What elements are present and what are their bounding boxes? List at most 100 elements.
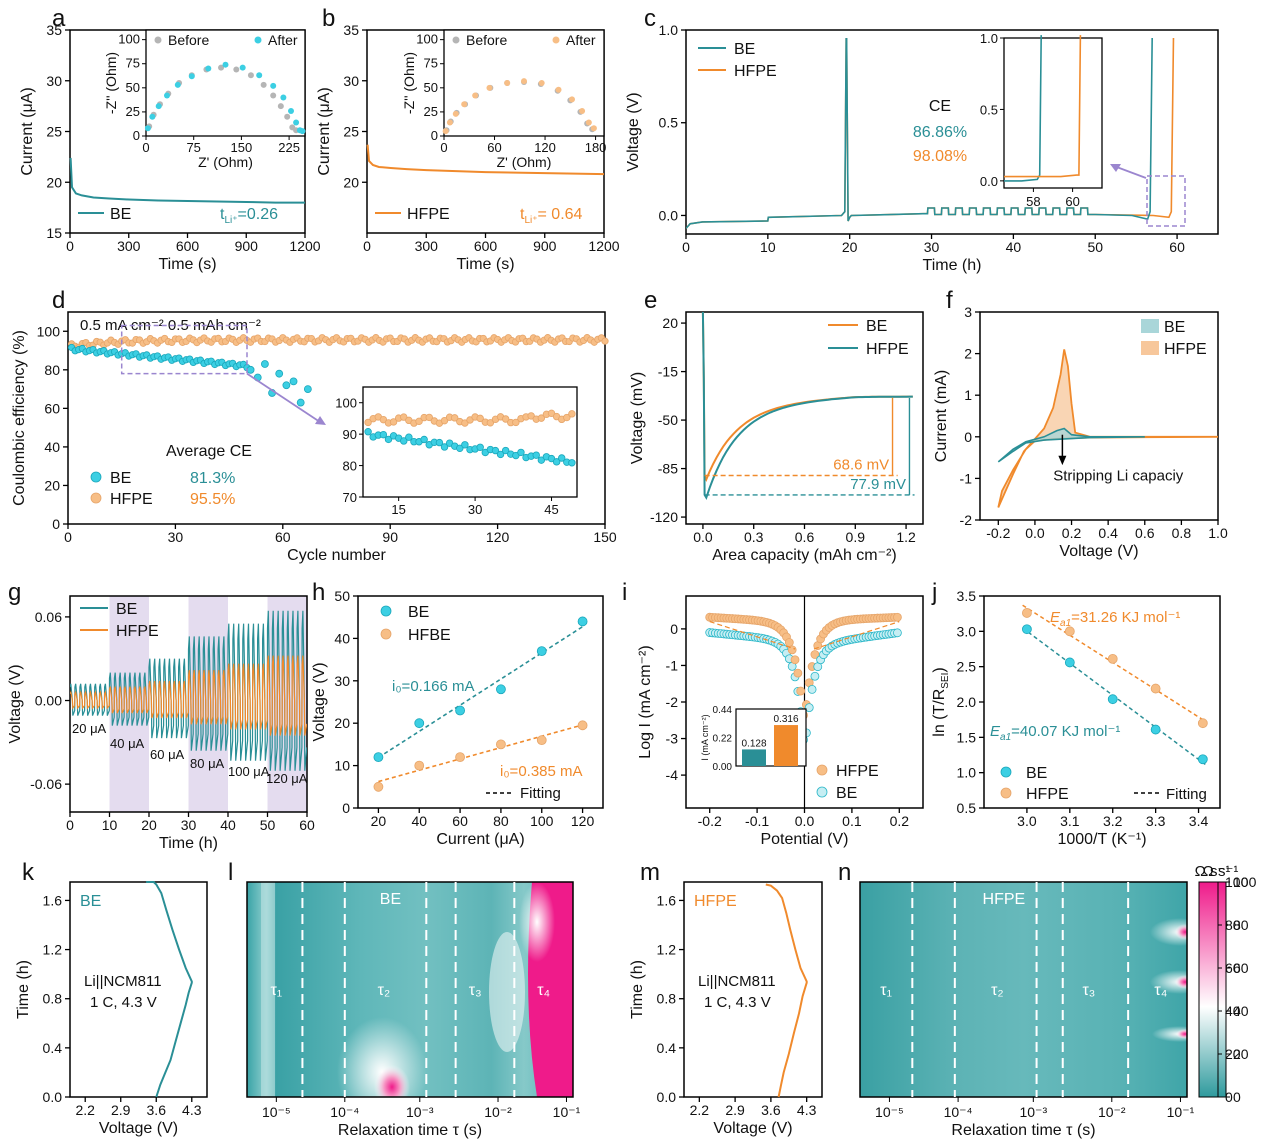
y-tick-label: 0.0 (657, 1089, 677, 1105)
x-tick-label: 20 (141, 817, 157, 833)
be-data-point (1197, 754, 1208, 765)
tau-region-label: τ₃ (1082, 982, 1095, 999)
plot-frame (979, 311, 1219, 521)
after-point (461, 101, 468, 108)
panel-letter: m (640, 859, 660, 886)
hfpe-tafel-point (810, 650, 820, 659)
y-tick-label: 0.5 (659, 115, 679, 131)
y-axis-label: Voltage (V) (625, 92, 642, 171)
x-tick-label: 150 (593, 529, 617, 545)
y-tick-label: 50 (126, 80, 140, 95)
x-tick-label: 3.6 (147, 1102, 167, 1118)
legend-label: HFPE (734, 63, 777, 80)
after-point (585, 119, 592, 126)
inset-hfpe-point (527, 412, 535, 420)
colorbar-tick-label: 20 (1225, 1046, 1241, 1062)
after-point (174, 81, 181, 88)
legend-label: BE (110, 470, 131, 487)
inset-be-point (364, 428, 372, 436)
y-tick-label: 25 (126, 104, 140, 119)
heat-highlight (519, 882, 555, 962)
tafel-fit (813, 621, 900, 650)
x-tick-label: 100 (530, 813, 554, 829)
y-tick-label: 20 (46, 174, 62, 190)
y-tick-label: -2 (960, 512, 973, 528)
heat-hotspot (1175, 975, 1187, 989)
x-tick-label: 10 (760, 239, 776, 255)
y-tick-label: -120 (650, 509, 678, 525)
tau-region-label: τ₂ (378, 982, 391, 999)
colorbar-tick-label: 0 (1233, 1089, 1241, 1105)
inset-hfpe-point (389, 418, 398, 426)
x-tick-label: 3.0 (1017, 813, 1037, 829)
hfbe-data-point (455, 752, 465, 763)
x-tick-label: -0.1 (745, 813, 769, 829)
be-ce-point (282, 381, 291, 390)
y-tick-label: 20 (662, 315, 678, 331)
ce-value-hfpe: 98.08% (913, 148, 967, 165)
legend-swatch (1141, 341, 1159, 355)
hfbe-data-point (373, 781, 384, 792)
y-axis-label: Coulombic efficiency (%) (11, 330, 28, 506)
arrhenius-fit (1022, 604, 1208, 724)
deposition-curve (701, 311, 913, 501)
inset-hfpe-point (501, 415, 510, 423)
y-tick-label: 50 (334, 588, 350, 604)
inset-hfpe-point (451, 414, 459, 422)
panel-letter: j (931, 579, 937, 606)
x-axis-label: Voltage (V) (1059, 543, 1138, 560)
legend-marker (154, 36, 162, 44)
after-point (155, 103, 162, 110)
y-tick-label: 1.2 (657, 942, 677, 958)
x-axis-label: Time (h) (923, 257, 982, 274)
inset-hfpe-point (425, 413, 433, 422)
panel-letter: l (228, 859, 233, 886)
hfpe-data-point (1022, 608, 1032, 618)
legend-title: Average CE (166, 443, 252, 460)
heat-hotspot (374, 1065, 410, 1097)
x-tick-label: 10⁻³ (1019, 1104, 1047, 1120)
annotation-arrowhead (1058, 455, 1067, 466)
zoom-region (120, 324, 248, 375)
tau-region-label: τ₂ (991, 982, 1004, 999)
hfpe-tafel-point (793, 668, 803, 678)
x-tick-label: 0.6 (1135, 525, 1155, 541)
y-tick-label: 100 (37, 323, 61, 339)
y-tick-label: 1.0 (980, 31, 998, 46)
exchange-current-bar (742, 749, 766, 766)
y-tick-label: 100 (335, 396, 357, 411)
legend-marker (90, 492, 102, 504)
legend-label: BE (408, 604, 429, 621)
x-tick-label: 1.0 (1208, 525, 1228, 541)
y-tick-label: 0 (670, 621, 678, 637)
colorbar-tick-label: 100 (1233, 874, 1257, 890)
after-point (446, 119, 453, 126)
x-tick-label: 120 (571, 813, 595, 829)
x-tick-label: 0 (66, 238, 74, 254)
x-tick-label: 900 (235, 238, 259, 254)
panel-letter: n (838, 859, 851, 886)
after-point (288, 107, 295, 114)
x-tick-label: 0.9 (846, 529, 866, 545)
x-tick-label: -0.2 (986, 525, 1010, 541)
hfbe-data-point (577, 720, 588, 731)
subscript: Li⁺ (524, 215, 537, 226)
y-tick-label: -50 (658, 412, 678, 428)
x-tick-label: 0.6 (795, 529, 815, 545)
be-tafel-point (893, 628, 902, 638)
x-tick-label: 2.2 (690, 1102, 710, 1118)
y-axis-label: Current (mA) (933, 370, 950, 462)
x-tick-label: 1200 (588, 238, 619, 254)
y-tick-label: 90 (343, 427, 357, 442)
legend-marker (552, 36, 560, 44)
subscript: Li⁺ (224, 215, 237, 226)
plot-frame (67, 311, 606, 525)
after-point (538, 80, 545, 86)
after-point (504, 80, 511, 86)
x-tick-label: 900 (533, 238, 557, 254)
legend-label: HFPE (1026, 786, 1069, 803)
x-tick-label: 0.3 (744, 529, 764, 545)
exchange-current-be: i₀=0.166 mA (392, 678, 475, 695)
plot-frame (859, 881, 1188, 1098)
